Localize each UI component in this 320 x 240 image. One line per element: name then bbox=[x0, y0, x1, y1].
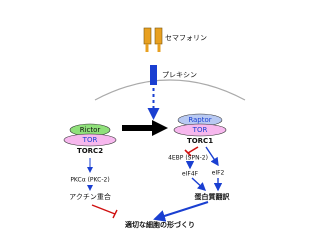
label: TOR bbox=[192, 126, 208, 134]
label: 4EBP (SPN-2) bbox=[168, 155, 208, 162]
label: Rictor bbox=[80, 126, 101, 134]
label: PKCα (PKC-2) bbox=[70, 177, 109, 184]
label: プレキシン bbox=[162, 71, 197, 79]
label: Raptor bbox=[188, 116, 211, 124]
label: 適切な細胞の形づくり bbox=[125, 220, 195, 229]
label: TORC2 bbox=[77, 147, 103, 155]
label: 蛋白質翻訳 bbox=[195, 192, 231, 201]
label: eIF4F bbox=[182, 171, 199, 178]
label: セマフォリン bbox=[165, 34, 207, 42]
label: eIF2 bbox=[212, 170, 225, 177]
label: TOR bbox=[82, 136, 98, 144]
label: アクチン重合 bbox=[69, 192, 111, 201]
shapes bbox=[63, 27, 246, 222]
label: TORC1 bbox=[187, 137, 213, 145]
